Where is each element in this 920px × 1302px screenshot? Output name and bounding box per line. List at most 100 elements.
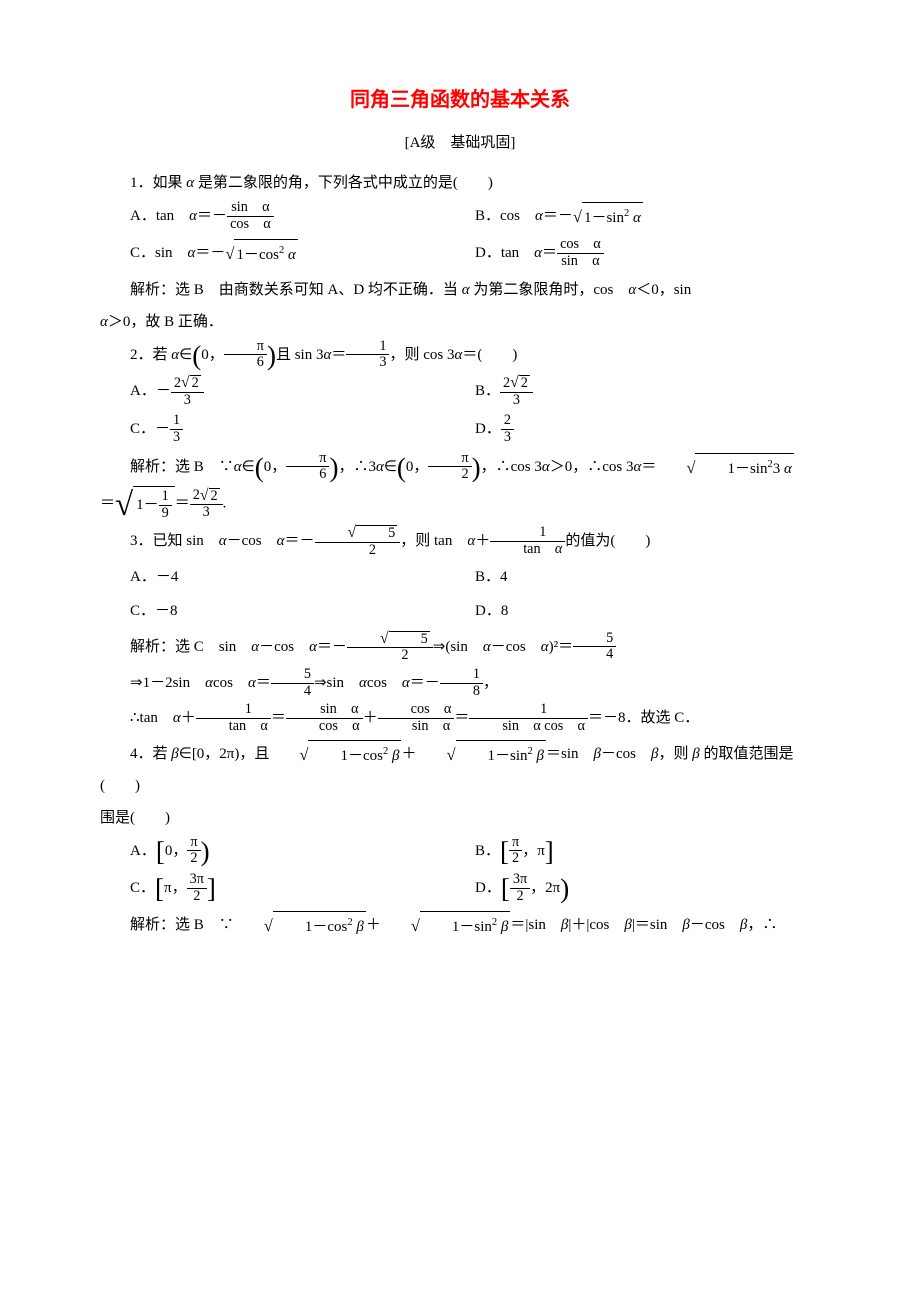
- q4-a: 4．若: [130, 746, 171, 762]
- q2-i2d: 2: [428, 467, 471, 484]
- q4-sf: －cos: [690, 917, 740, 933]
- q4-r1: √1－cos2 β: [269, 738, 401, 771]
- q3-sv4: α: [541, 639, 549, 655]
- q4-a-l: 0，: [165, 843, 188, 859]
- q1-stem: 1．如果 α 是第二象限的角，下列各式中成立的是( ): [100, 168, 820, 198]
- rparen-icon: ): [472, 452, 481, 482]
- q3-se: －cos: [491, 639, 541, 655]
- q2-b-frac: 2√23: [500, 374, 533, 409]
- q1-stem-b: 是第二象限的角，下列各式中成立的是( ): [194, 175, 493, 191]
- q2-in: ∈: [179, 347, 192, 363]
- q4-v1: β: [171, 746, 178, 762]
- q1-sol-2: α＞0，故 B 正确．: [100, 307, 820, 337]
- lparen-icon: (: [397, 452, 406, 482]
- q2-opts-row1: A．－2√23 B．2√23: [130, 374, 820, 409]
- lparen-icon: (: [255, 452, 264, 482]
- q3-sl: ＝－: [410, 675, 440, 691]
- lbrack-icon: [: [500, 836, 509, 866]
- q3-fF: cos αsin α: [378, 702, 455, 735]
- q2-r1: √1－sin23 α: [656, 451, 793, 484]
- q4-a-f: π2: [187, 835, 200, 868]
- q2-sf: ＞0，∴cos 3: [550, 459, 634, 475]
- q2-sol-2: ＝√1－19＝2√23.: [100, 486, 820, 522]
- q4-opt-b: B．[π2，π]: [475, 835, 820, 868]
- q1-sol-a: 解析：选 B 由商数关系可知 A、D 均不正确．当: [130, 282, 462, 298]
- q2-stem: 2．若 α∈(0，π6)且 sin 3α＝13，则 cos 3α＝( ): [100, 339, 820, 372]
- q1-opts-row1: A．tan α＝－sin αcos α B．cos α＝－√1－sin2 α: [130, 200, 820, 233]
- q2-sc: ，∴3: [338, 459, 376, 475]
- q3-srnv: 5: [389, 631, 430, 648]
- q2-in-n: π: [224, 339, 267, 356]
- q2-f1: 13: [346, 339, 389, 372]
- q3-v1: α: [219, 534, 227, 550]
- q3-sj: ⇒sin: [314, 675, 359, 691]
- q1-d-var: α: [534, 245, 542, 261]
- q1-c-eq: ＝－: [195, 245, 225, 261]
- q4-b-f: π2: [509, 835, 522, 868]
- q4-opt-c: C．[π，3π2]: [130, 872, 475, 905]
- q3-sv7: α: [359, 675, 367, 691]
- q1-sol-c: ＜0，sin: [636, 282, 706, 298]
- q2-d-n: 2: [501, 413, 514, 430]
- q3-sr: √52: [347, 630, 433, 665]
- q4-c-d: 2: [187, 889, 207, 906]
- q3-a: 3．已知 sin: [130, 534, 219, 550]
- q3-si: ＝: [256, 675, 271, 691]
- q3-f1: √52: [315, 524, 401, 559]
- q1-stem-a: 1．如果: [130, 175, 186, 191]
- q3-opt-b: B．4: [475, 562, 820, 592]
- q3-fDd: tan α: [196, 719, 271, 736]
- q1-opts-row2: C．sin α＝－√1－cos2 α D．tan α＝cos αsin α: [130, 237, 820, 270]
- q3-sk: cos: [367, 675, 402, 691]
- q1-a-label: A．tan: [130, 208, 189, 224]
- q4-d: ＝sin: [546, 746, 594, 762]
- q3-f1n: √5: [315, 524, 401, 543]
- q2-b-lab: B．: [475, 383, 500, 399]
- q3-fEn: sin α: [286, 702, 363, 719]
- page-title: 同角三角函数的基本关系: [100, 80, 820, 120]
- q2-fAn-pre: 2: [193, 487, 200, 503]
- q2-r2n: 1: [159, 489, 172, 506]
- lbrack-icon: [: [156, 836, 165, 866]
- q3-sa: 解析：选 C sin: [130, 639, 251, 655]
- title-text: 同角三角函数的基本关系: [350, 89, 570, 111]
- q1-b-root: √1－sin2 α: [573, 200, 643, 233]
- q4-stem: 4．若 β∈[0，2π)，且√1－cos2 β＋√1－sin2 β＝sin β－…: [100, 738, 820, 801]
- q3-g: 的值为( ): [565, 534, 650, 550]
- q3-v2: α: [277, 534, 285, 550]
- q3-fGd: sin α cos α: [469, 719, 588, 736]
- q3-opts-row2: C．－8 D．8: [130, 596, 820, 626]
- q4-d-n: 3π: [510, 872, 530, 889]
- q2-c-lab: C．－: [130, 421, 170, 437]
- q3-f2d: tan α: [490, 542, 565, 559]
- q4-sc: ＝|sin: [510, 917, 561, 933]
- q4-b: ∈[0，2π)，且: [179, 746, 270, 762]
- q4-opts-row2: C．[π，3π2] D．[3π2，2π): [130, 872, 820, 905]
- q3-f2: 1tan α: [490, 525, 565, 558]
- q2-ifrac: π6: [224, 339, 267, 372]
- lparen-icon: (: [192, 340, 201, 370]
- q1-sol: 解析：选 B 由商数关系可知 A、D 均不正确．当 α 为第二象限角时，cos …: [100, 275, 820, 305]
- q4-sr1: √1－cos2 β: [234, 909, 366, 942]
- q4-v4: β: [692, 746, 699, 762]
- q2-fAn: 2√2: [190, 487, 223, 506]
- q3-stem: 3．已知 sin α－cos α＝－√52，则 tan α＋1tan α的值为(…: [100, 524, 820, 559]
- q2-a-frac: 2√23: [171, 374, 204, 409]
- q3-f2n: 1: [490, 525, 565, 542]
- q2-r2: √1－19: [115, 486, 175, 522]
- q2-i2n: π: [428, 451, 471, 468]
- q4-r2: √1－sin2 β: [416, 738, 546, 771]
- q4-sv2: β: [624, 917, 631, 933]
- q4-se: |＝sin: [632, 917, 683, 933]
- q3-f2dv: α: [555, 541, 562, 557]
- q1-sol-v2: α: [628, 282, 636, 298]
- q4-c: ＋: [401, 746, 416, 762]
- q3-fBn: 5: [271, 667, 314, 684]
- lbrack-icon: [: [155, 874, 164, 904]
- q3-fBd: 4: [271, 684, 314, 701]
- q2-a: 2．若: [130, 347, 171, 363]
- q3-sf: )²＝: [549, 639, 574, 655]
- rparen-icon: ): [201, 836, 210, 866]
- q3-fFn: cos α: [378, 702, 455, 719]
- q2-opt-c: C．－13: [130, 413, 475, 446]
